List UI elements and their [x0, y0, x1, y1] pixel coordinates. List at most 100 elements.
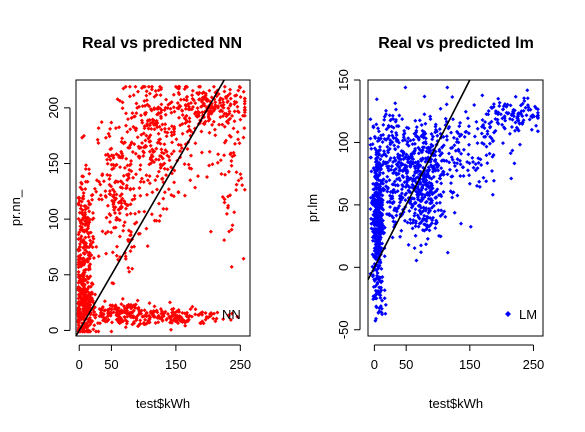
nn-point: [145, 193, 149, 197]
lm-point: [477, 180, 481, 184]
nn-point: [108, 220, 112, 224]
lm-chart-title: Real vs predicted lm: [378, 35, 534, 52]
lm-point: [450, 196, 454, 200]
nn-point: [82, 191, 86, 195]
nn-point: [126, 266, 130, 270]
nn-point: [83, 187, 87, 191]
lm-point: [445, 86, 449, 90]
nn-point: [193, 141, 197, 145]
nn-point: [121, 229, 125, 233]
lm-panel: Real vs predicted lm 0 50 150 250 -50050100…: [305, 35, 544, 411]
nn-point: [232, 126, 236, 130]
lm-point: [408, 218, 412, 222]
lm-point: [492, 179, 496, 183]
lm-point: [530, 128, 534, 132]
lm-point: [447, 152, 451, 156]
lm-point: [442, 190, 446, 194]
lm-point: [476, 127, 480, 131]
lm-point: [455, 169, 459, 173]
nn-point: [87, 235, 91, 239]
lm-point: [534, 124, 538, 128]
lm-point: [435, 180, 439, 184]
nn-point: [196, 106, 200, 110]
lm-point: [369, 207, 373, 211]
nn-point: [232, 210, 236, 214]
nn-point: [165, 207, 169, 211]
nn-point: [157, 132, 161, 136]
lm-point: [490, 169, 494, 173]
nn-point: [208, 131, 212, 135]
lm-point: [466, 116, 470, 120]
lm-point: [394, 214, 398, 218]
lm-point: [525, 113, 529, 117]
lm-point: [391, 236, 395, 240]
nn-point: [240, 183, 244, 187]
nn-point: [146, 244, 150, 248]
nn-point: [134, 102, 138, 106]
nn-point: [123, 166, 127, 170]
lm-point: [485, 145, 489, 149]
lm-point: [415, 125, 419, 129]
nn-point: [138, 194, 142, 198]
lm-point: [407, 243, 411, 247]
nn-point: [196, 174, 200, 178]
lm-point: [369, 156, 373, 160]
nn-point: [109, 330, 113, 334]
nn-point: [121, 106, 125, 110]
nn-point: [168, 300, 172, 304]
lm-point: [412, 138, 416, 142]
lm-point: [433, 210, 437, 214]
nn-point: [124, 111, 128, 115]
nn-point: [193, 312, 197, 316]
lm-point: [459, 222, 463, 226]
nn-point: [231, 223, 235, 227]
nn-y-tick-label: 150: [46, 153, 61, 175]
nn-identity-line: [76, 80, 224, 336]
nn-point: [109, 121, 113, 125]
lm-point: [463, 135, 467, 139]
nn-point: [177, 116, 181, 120]
nn-point: [113, 211, 117, 215]
lm-point: [486, 129, 490, 133]
lm-point: [426, 237, 430, 241]
lm-point: [464, 110, 468, 114]
nn-point: [122, 224, 126, 228]
nn-point: [136, 90, 140, 94]
lm-point: [392, 143, 396, 147]
nn-point: [183, 324, 187, 328]
lm-point: [512, 161, 516, 165]
lm-point: [383, 312, 387, 316]
lm-point: [384, 303, 388, 307]
nn-y-tick-label: 200: [46, 97, 61, 119]
nn-point: [129, 159, 133, 163]
nn-point: [104, 136, 108, 140]
nn-point: [243, 108, 247, 112]
lm-point: [419, 250, 423, 254]
lm-y-tick-label: -50: [336, 320, 351, 339]
nn-point: [92, 323, 96, 327]
lm-points: [369, 86, 540, 323]
lm-point: [501, 108, 505, 112]
nn-point: [239, 95, 243, 99]
nn-point: [243, 102, 247, 106]
lm-point: [439, 181, 443, 185]
nn-point: [222, 238, 226, 242]
nn-point: [105, 173, 109, 177]
lm-point: [381, 171, 385, 175]
nn-point: [109, 230, 113, 234]
nn-y-axis: 0 50 100 150 200: [46, 97, 70, 334]
nn-point: [142, 180, 146, 184]
nn-reference-line: [76, 80, 224, 336]
lm-point: [385, 175, 389, 179]
nn-point: [210, 123, 214, 127]
nn-point: [157, 202, 161, 206]
nn-point: [167, 187, 171, 191]
lm-point: [411, 142, 415, 146]
nn-point: [199, 130, 203, 134]
nn-point: [230, 265, 234, 269]
nn-point: [163, 127, 167, 131]
lm-point: [369, 169, 373, 173]
lm-point: [413, 119, 417, 123]
nn-point: [172, 149, 176, 153]
lm-point: [470, 156, 474, 160]
